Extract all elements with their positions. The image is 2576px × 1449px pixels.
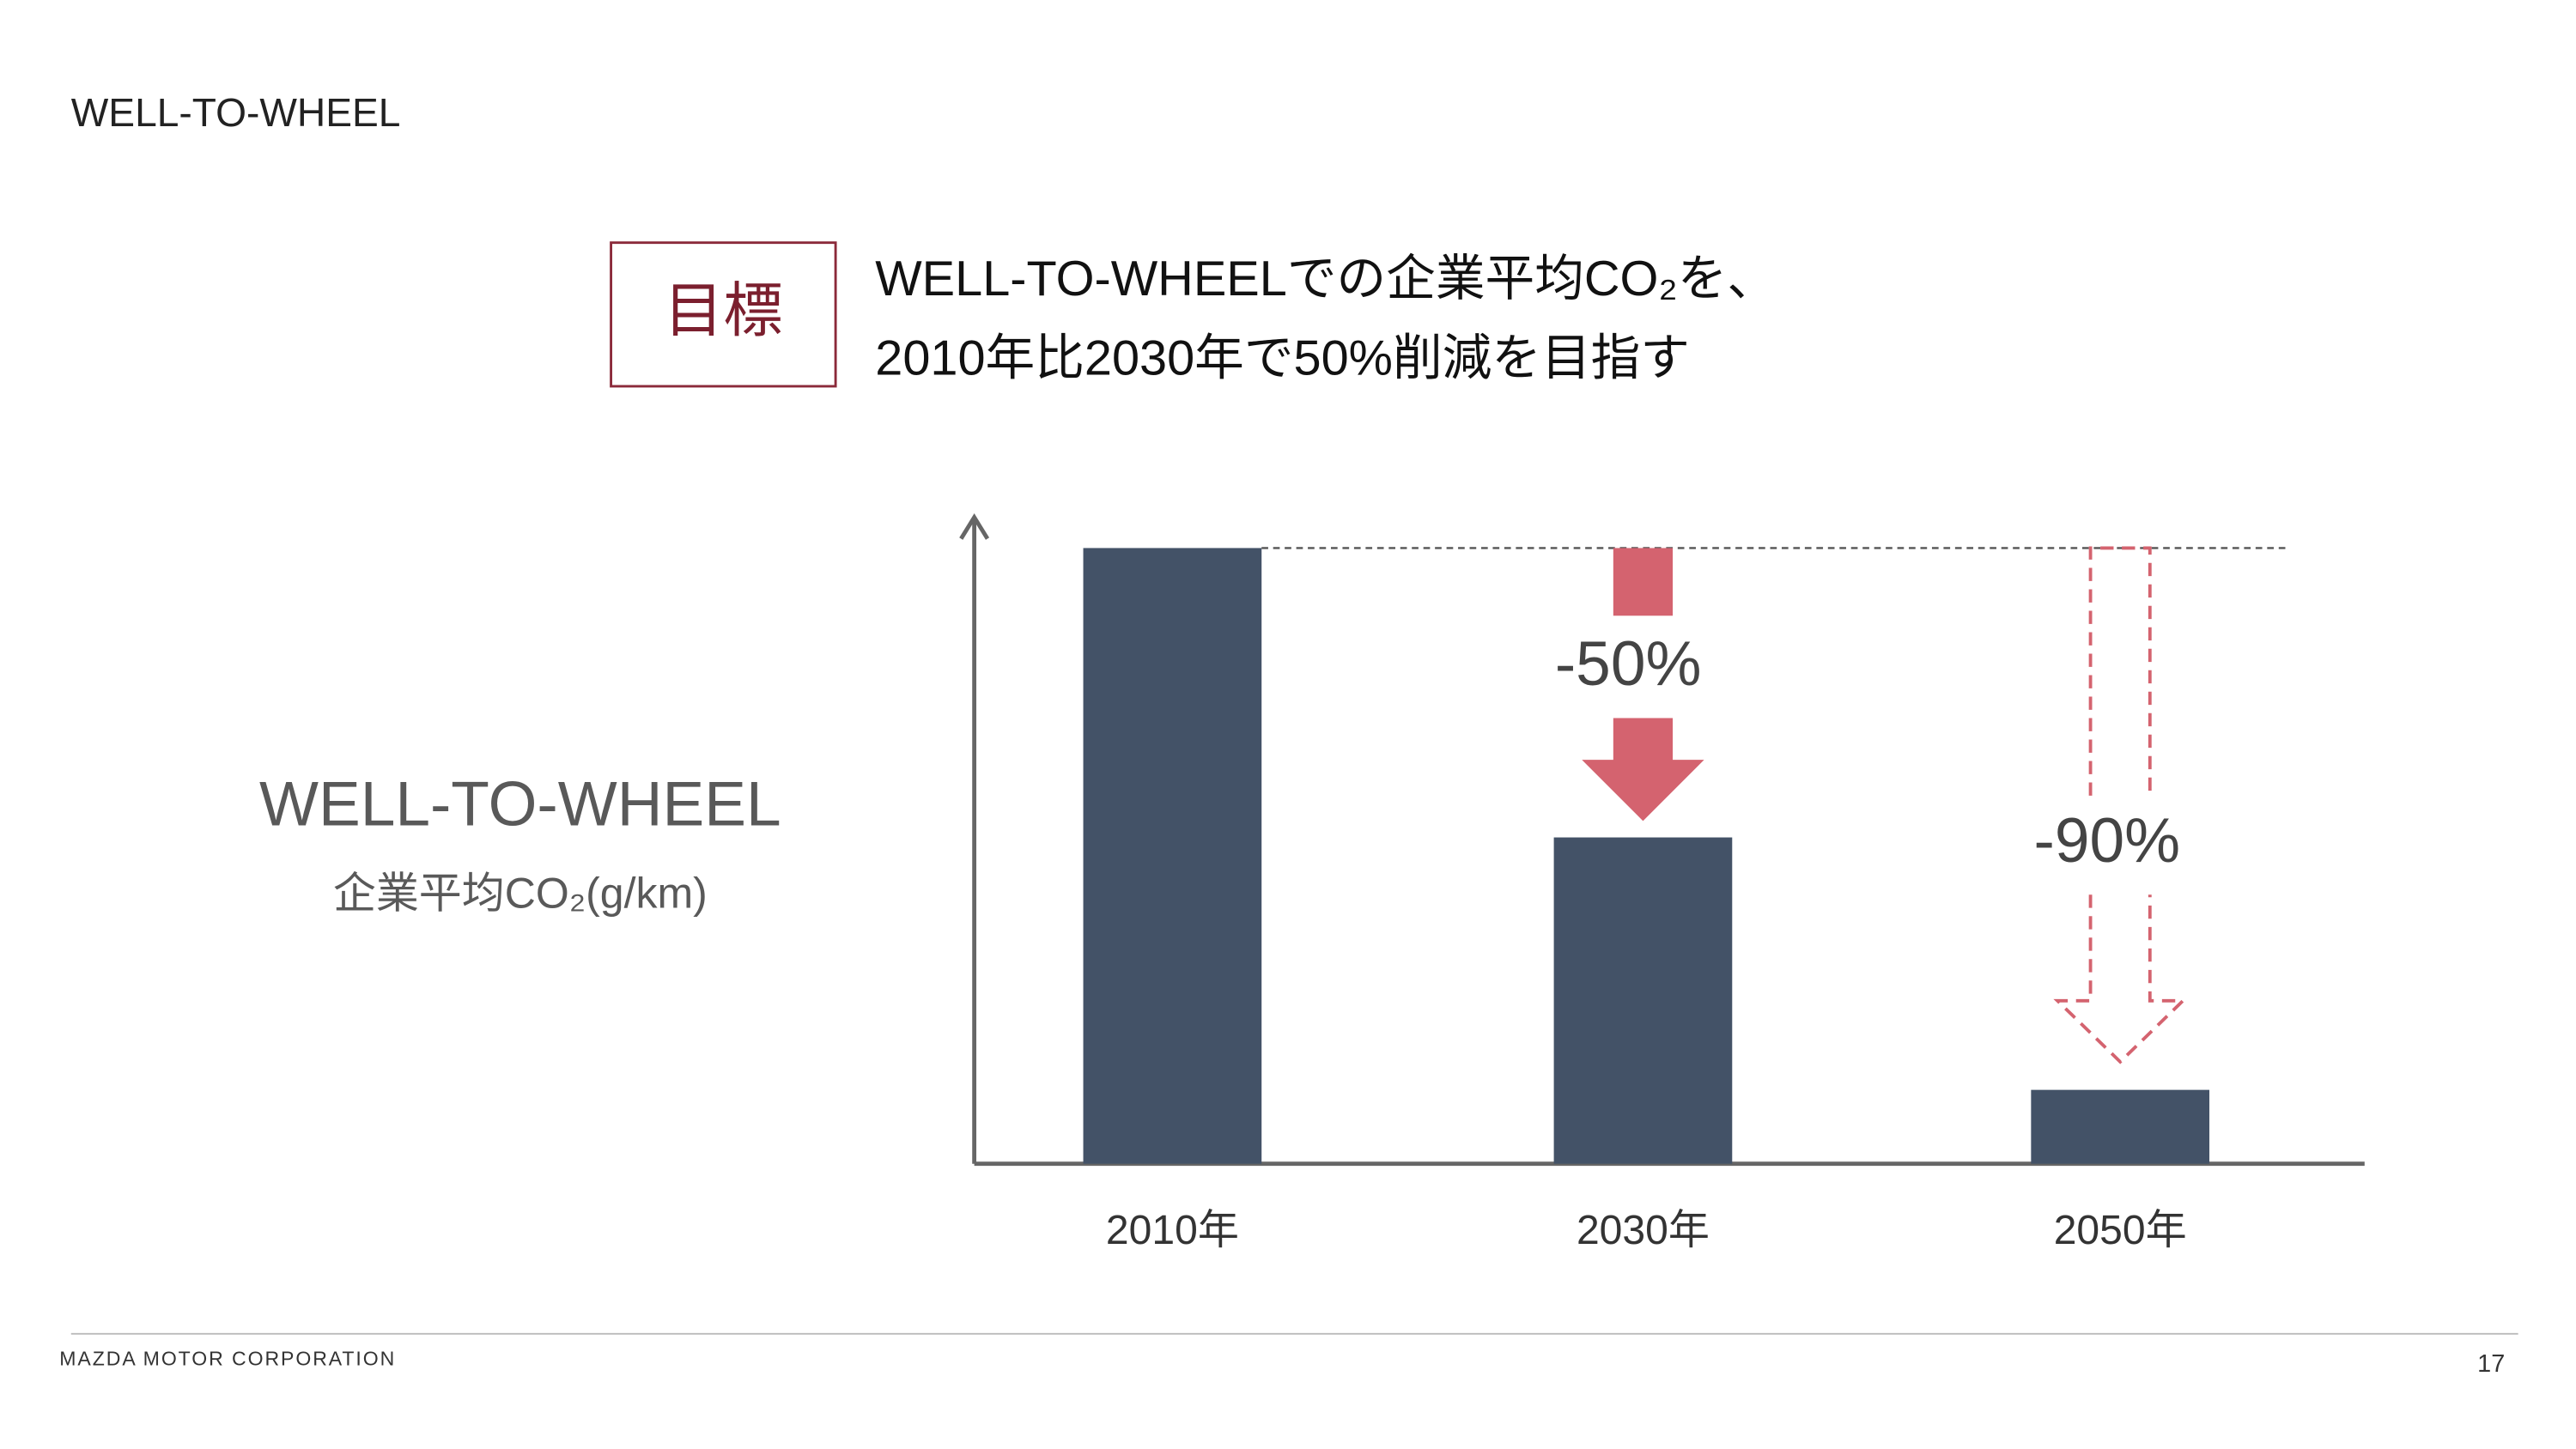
page-number: 17	[2477, 1350, 2505, 1378]
y-axis-arrow	[959, 512, 990, 540]
goal-badge-box	[610, 241, 837, 388]
y-sublabel: 企業平均CO₂(g/km)	[333, 869, 708, 917]
header-title: WELL-TO-WHEEL	[71, 90, 401, 135]
goal-badge: 目標	[664, 277, 782, 344]
bar	[1083, 548, 1262, 1164]
bar	[1553, 837, 1733, 1164]
goal-line: 2010年比2030年で50%削減を目指す	[875, 330, 1690, 385]
footer-company: MAZDA MOTOR CORPORATION	[59, 1348, 396, 1370]
arrow-part	[1613, 548, 1674, 616]
x-tick-label: 2010年	[1106, 1207, 1239, 1253]
annotation: -50%	[1555, 629, 1702, 699]
x-tick-label: 2030年	[1577, 1207, 1710, 1253]
x-tick-label: 2050年	[2054, 1207, 2187, 1253]
chart: 2010年 2030年 2050年 -50% -90%	[959, 512, 2365, 1253]
bar	[2031, 1089, 2210, 1164]
y-label: WELL-TO-WHEEL	[259, 770, 781, 840]
arrow-part	[1582, 718, 1704, 822]
arrow-part	[2088, 546, 2152, 796]
goal-line: WELL-TO-WHEELでの企業平均CO₂を、	[875, 252, 1777, 306]
arrow-part	[2053, 894, 2187, 1064]
annotation: -90%	[2034, 806, 2181, 876]
